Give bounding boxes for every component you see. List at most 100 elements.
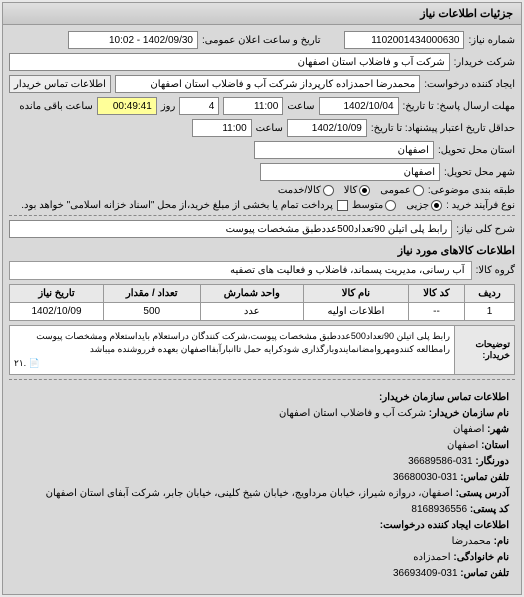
td-tarikh: 1402/10/09: [10, 303, 104, 321]
radio-motevaset[interactable]: متوسط: [352, 200, 396, 211]
tozihat-label: توضیحات خریدار:: [454, 326, 514, 374]
panel-body: شماره نیاز: 1102001434000630 تاریخ و ساع…: [3, 25, 521, 594]
ijad-label: ایجاد کننده درخواست:: [424, 79, 515, 90]
family: احمدزاده: [413, 552, 450, 563]
nam-sazman-label: نام سازمان خریدار:: [429, 408, 509, 419]
saat-baghi-label: ساعت باقی مانده: [19, 101, 92, 112]
pdf-icon: 📄: [29, 358, 40, 368]
contact-section: اطلاعات تماس سازمان خریدار: نام سازمان خ…: [9, 384, 515, 588]
radio-icon: [413, 185, 424, 196]
mohlat-saat: 11:00: [223, 97, 283, 115]
adres-label: آدرس پستی:: [456, 488, 509, 499]
th-tarikh: تاریخ نیاز: [10, 285, 104, 303]
td-vahed: عدد: [200, 303, 303, 321]
ostan-tahvil: اصفهان: [254, 141, 434, 159]
telefon-label: تلفن تماس:: [460, 472, 509, 483]
nam: محمدرضا: [452, 536, 491, 547]
mohlat-label: مهلت ارسال پاسخ: تا تاریخ:: [403, 101, 515, 112]
contact-title1: اطلاعات تماس سازمان خریدار:: [15, 390, 509, 406]
tabaghe-label: طبقه بندی موضوعی:: [428, 185, 515, 196]
th-radif: ردیف: [465, 285, 515, 303]
th-nam: نام کالا: [303, 285, 408, 303]
dornagar: 031-36689586: [408, 456, 473, 467]
ijad-field: محمدرضا احمدزاده کارپرداز شرکت آب و فاضل…: [115, 75, 420, 93]
dornagar-label: دورنگار:: [475, 456, 509, 467]
sharh-label: شرح کلی نیاز:: [456, 224, 515, 235]
shomare-niaz-label: شماره نیاز:: [468, 35, 515, 46]
kod-posti-label: کد پستی:: [470, 504, 509, 515]
sharh-field: رابط پلی اتیلن 90تعداد500عددطبق مشخصات پ…: [9, 220, 452, 238]
td-kod: --: [408, 303, 464, 321]
shahr-tahvil: اصفهان: [260, 163, 440, 181]
tabaghe-radio-group: عمومی کالا کالا/خدمت: [278, 185, 424, 196]
adres: اصفهان، دروازه شیراز، خیابان مرداویج، خی…: [46, 488, 453, 499]
table-header-row: ردیف کد کالا نام کالا واحد شمارش تعداد /…: [10, 285, 515, 303]
faravand-label: نوع فرآیند خرید :: [446, 200, 515, 211]
tarikh-elan-label: تاریخ و ساعت اعلان عمومی:: [202, 35, 321, 46]
nam-label: نام:: [494, 536, 509, 547]
mohlat-date: 1402/10/04: [319, 97, 399, 115]
row-ostan: استان محل تحویل: اصفهان: [9, 141, 515, 159]
td-tedad: 500: [103, 303, 200, 321]
radio-icon: [359, 185, 370, 196]
pardakht-checkbox[interactable]: [337, 200, 348, 211]
row-ijad: ایجاد کننده درخواست: محمدرضا احمدزاده کا…: [9, 75, 515, 93]
panel-title: جزئیات اطلاعات نیاز: [3, 3, 521, 25]
hadaghal-saat: 11:00: [192, 119, 252, 137]
family-label: نام خانوادگی:: [453, 552, 509, 563]
gorooh-field: آب رسانی، مدیریت پسماند، فاضلاب و فعالیت…: [9, 261, 472, 280]
ostan: اصفهان: [447, 440, 478, 451]
saat-label2: ساعت: [256, 123, 283, 134]
ostan-tahvil-label: استان محل تحویل:: [438, 145, 515, 156]
shahr-tahvil-label: شهر محل تحویل:: [444, 167, 515, 178]
kala-section-title: اطلاعات کالاهای مورد نیاز: [9, 244, 515, 257]
radio-omoomi[interactable]: عمومی: [380, 185, 424, 196]
hadaghal-label: حداقل تاریخ اعتبار پیشنهاد: تا تاریخ:: [371, 123, 515, 134]
row-hadaghal: حداقل تاریخ اعتبار پیشنهاد: تا تاریخ: 14…: [9, 119, 515, 137]
separator: [9, 215, 515, 216]
row-shomare: شماره نیاز: 1102001434000630 تاریخ و ساع…: [9, 31, 515, 49]
td-radif: 1: [465, 303, 515, 321]
gorooh-label: گروه کالا:: [476, 265, 515, 276]
th-vahed: واحد شمارش: [200, 285, 303, 303]
pdf-link[interactable]: 📄 .۲۱: [14, 357, 450, 370]
radio-icon: [323, 185, 334, 196]
sherkat-field: شرکت آب و فاضلاب استان اصفهان: [9, 53, 450, 71]
kod-posti: 8168936556: [411, 504, 467, 515]
radio-jozi[interactable]: جزیی: [406, 200, 442, 211]
nam-sazman: شرکت آب و فاضلاب استان اصفهان: [279, 408, 426, 419]
row-sherkat: شرکت خریدار: شرکت آب و فاضلاب استان اصفه…: [9, 53, 515, 71]
sherkat-label: شرکت خریدار:: [454, 57, 515, 68]
radio-khedmat[interactable]: کالا/خدمت: [278, 185, 334, 196]
separator: [9, 379, 515, 380]
radio-icon: [385, 200, 396, 211]
faravand-radio-group: جزیی متوسط: [352, 200, 442, 211]
row-gorooh: گروه کالا: آب رسانی، مدیریت پسماند، فاضل…: [9, 261, 515, 280]
desc-block: توضیحات خریدار: رابط پلی اتیلن 90تعداد50…: [9, 325, 515, 375]
tarikh-elan-field: 1402/09/30 - 10:02: [68, 31, 198, 49]
shomare-niaz-field: 1102001434000630: [344, 31, 464, 49]
rooz-label: روز: [161, 101, 176, 112]
th-tedad: تعداد / مقدار: [103, 285, 200, 303]
saat-baghi: 00:49:41: [97, 97, 157, 115]
telefon: 031-36680030: [393, 472, 458, 483]
table-row: 1 -- اطلاعات اولیه عدد 500 1402/10/09: [10, 303, 515, 321]
contact-title2: اطلاعات ایجاد کننده درخواست:: [15, 518, 509, 534]
row-shahr: شهر محل تحویل: اصفهان: [9, 163, 515, 181]
row-mohlat: مهلت ارسال پاسخ: تا تاریخ: 1402/10/04 سا…: [9, 97, 515, 115]
tozihat-text: رابط پلی اتیلن 90تعداد500عددطبق مشخصات پ…: [10, 326, 454, 374]
row-tabaghe: طبقه بندی موضوعی: عمومی کالا کالا/خدمت: [9, 185, 515, 196]
row-sharh: شرح کلی نیاز: رابط پلی اتیلن 90تعداد500ع…: [9, 220, 515, 238]
radio-icon: [431, 200, 442, 211]
pardakht-note: پرداخت تمام یا بخشی از مبلغ خرید،از محل …: [21, 200, 333, 211]
ostan-label: استان:: [481, 440, 509, 451]
telefon2-label: تلفن تماس:: [460, 568, 509, 579]
contact-info-button[interactable]: اطلاعات تماس خریدار: [9, 75, 111, 93]
items-table: ردیف کد کالا نام کالا واحد شمارش تعداد /…: [9, 284, 515, 321]
rooz-field: 4: [179, 97, 219, 115]
telefon2: 031-36693409: [393, 568, 458, 579]
row-faravand: نوع فرآیند خرید : جزیی متوسط پرداخت تمام…: [9, 200, 515, 211]
hadaghal-date: 1402/10/09: [287, 119, 367, 137]
radio-kala[interactable]: کالا: [344, 185, 371, 196]
saat-label1: ساعت: [287, 101, 314, 112]
